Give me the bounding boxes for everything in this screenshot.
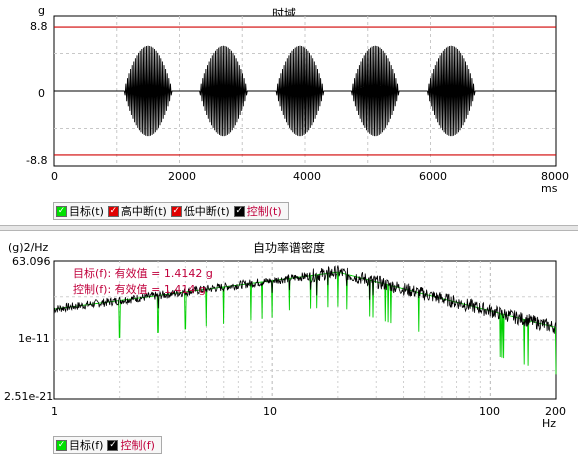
time-domain-chart <box>53 15 557 167</box>
time-y-unit: g <box>38 4 45 17</box>
legend-label: 控制(f) <box>120 439 155 452</box>
psd-x-tick-200: 200 <box>545 405 566 418</box>
rms-target-annotation: 目标(f): 有效值 = 1.4142 g <box>73 267 213 280</box>
time-legend: ✓ 目标(t) ✓ 高中断(t) ✓ 低中断(t) ✓ 控制(t) <box>53 202 289 220</box>
checkbox-icon[interactable]: ✓ <box>170 205 182 217</box>
psd-x-unit: Hz <box>542 417 557 430</box>
time-y-tick-bottom: -8.8 <box>26 154 48 167</box>
legend-label: 目标(t) <box>69 205 104 218</box>
psd-panel: 自功率谱密度 (g)2/Hz 63.096 1e-11 2.51e-21 1 1… <box>0 231 578 457</box>
time-y-tick-top: 8.8 <box>30 20 48 33</box>
legend-item-target-f[interactable]: ✓ 目标(f) <box>56 437 103 453</box>
legend-item-target-t[interactable]: ✓ 目标(t) <box>56 203 104 219</box>
legend-label: 低中断(t) <box>183 205 230 218</box>
psd-chart <box>53 260 557 400</box>
checkbox-icon[interactable]: ✓ <box>107 439 119 451</box>
time-x-unit: ms <box>541 182 558 195</box>
plot-area <box>53 260 557 400</box>
legend-item-low-abort-t[interactable]: ✓ 低中断(t) <box>170 203 230 219</box>
legend-item-control-t[interactable]: ✓ 控制(t) <box>233 203 282 219</box>
legend-label: 控制(t) <box>246 205 282 218</box>
checkbox-icon[interactable]: ✓ <box>233 205 245 217</box>
checkbox-icon[interactable]: ✓ <box>56 205 67 217</box>
rms-control-annotation: 控制(f): 有效值 = 1.414 g <box>73 283 206 296</box>
psd-x-tick-100: 100 <box>479 405 500 418</box>
time-x-tick-4000: 4000 <box>293 170 321 183</box>
time-x-tick-0: 0 <box>51 170 58 183</box>
psd-y-tick-top: 63.096 <box>12 255 51 268</box>
panel-splitter[interactable] <box>0 225 578 231</box>
psd-chart-title: 自功率谱密度 <box>252 241 325 255</box>
control-time-trace <box>54 45 556 137</box>
legend-item-high-abort-t[interactable]: ✓ 高中断(t) <box>107 203 167 219</box>
control-psd-trace <box>53 265 557 334</box>
checkbox-icon[interactable]: ✓ <box>107 205 119 217</box>
psd-y-tick-mid: 1e-11 <box>18 332 50 345</box>
legend-label: 目标(f) <box>69 439 104 452</box>
time-y-tick-zero: 0 <box>38 87 45 100</box>
legend-item-control-f[interactable]: ✓ 控制(f) <box>107 437 155 453</box>
legend-label: 高中断(t) <box>120 205 167 218</box>
time-x-tick-8000: 8000 <box>541 170 569 183</box>
psd-y-unit: (g)2/Hz <box>8 241 49 254</box>
time-x-tick-6000: 6000 <box>419 170 447 183</box>
checkbox-icon[interactable]: ✓ <box>56 439 67 451</box>
psd-x-tick-10: 10 <box>263 405 277 418</box>
psd-x-tick-1: 1 <box>51 405 58 418</box>
time-domain-panel: 时域 g 8.8 0 -8.8 0 2000 4000 6000 8000 ms… <box>0 0 578 225</box>
psd-legend: ✓ 目标(f) ✓ 控制(f) <box>53 436 162 454</box>
time-x-tick-2000: 2000 <box>168 170 196 183</box>
psd-y-tick-bottom: 2.51e-21 <box>4 390 54 403</box>
